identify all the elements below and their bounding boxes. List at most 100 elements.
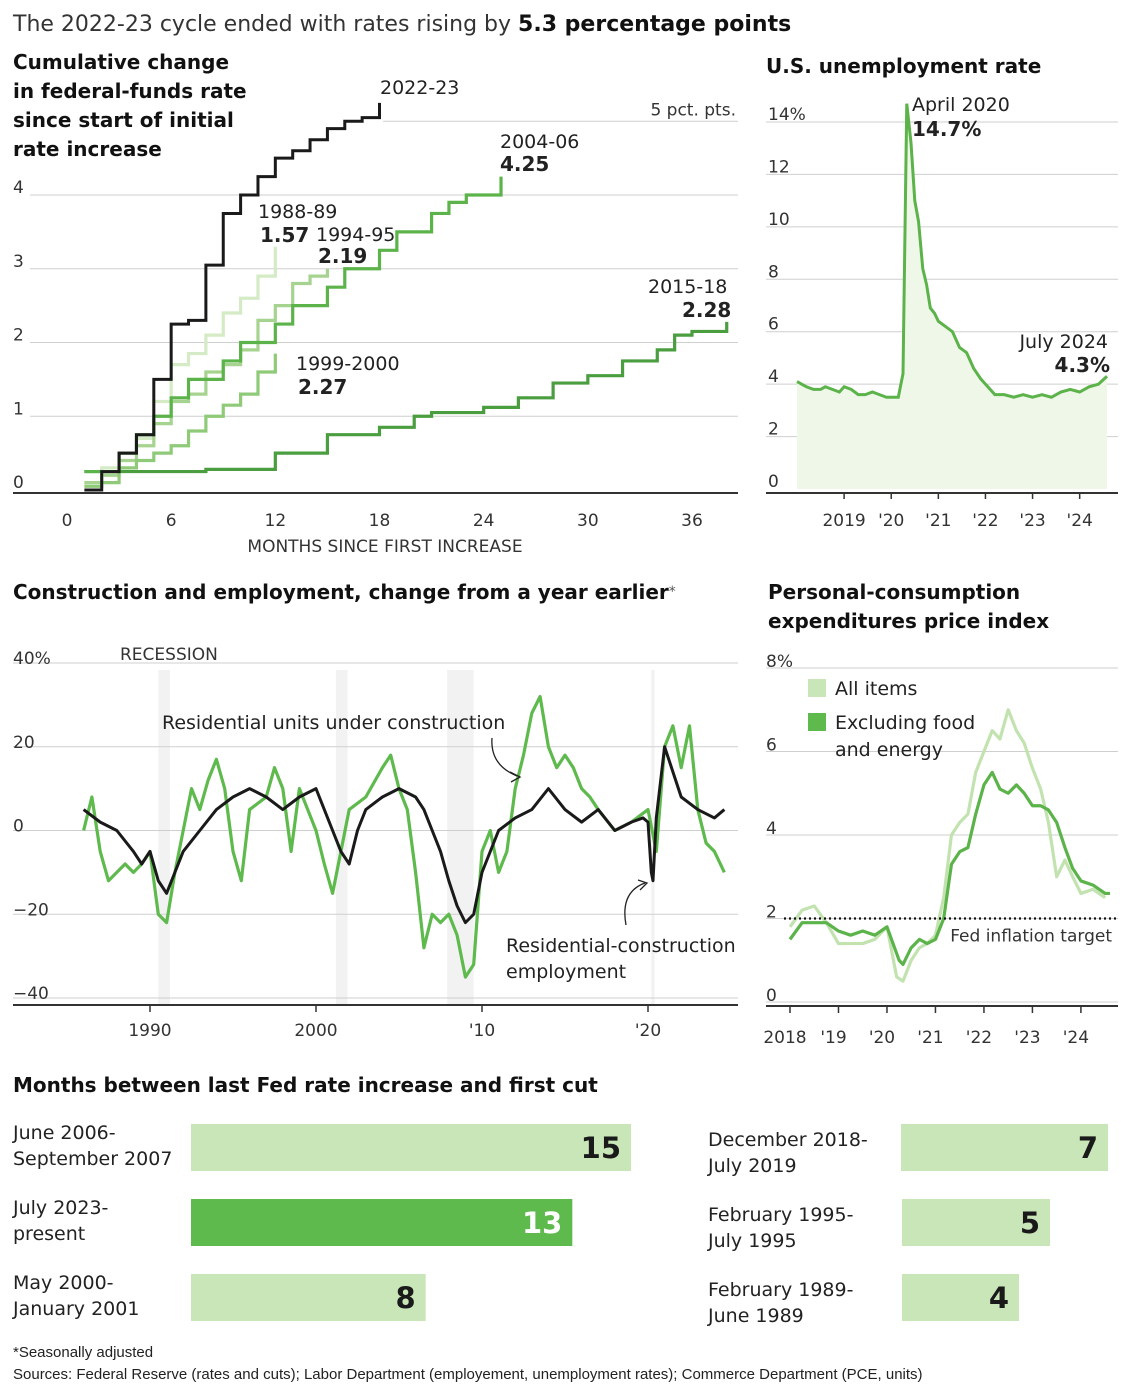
series-label-units: Residential units under construction [162,712,505,734]
bar [901,1124,1108,1171]
legend-label: All items [835,678,917,700]
unemployment-chart: 0 2 4 6 8 10 12 14% 2019 '20 '21 '22 '23 '24 April 202… [766,94,1118,531]
pce-title-line: Personal-consumption [768,580,1021,604]
annotation-value: 4.3% [1055,353,1110,377]
headline-text: The 2022-23 cycle ended with rates risin… [13,12,519,37]
series-label: 2015-18 [648,276,727,298]
annotation-label: April 2020 [912,94,1010,116]
y-tick-label: 6 [768,315,779,335]
x-tick-label: '23 [1019,511,1045,531]
series-label: 2004-06 [500,131,579,153]
legend-swatch-all-items [808,679,826,697]
legend-label: Excluding food [835,712,975,734]
x-tick-label: '23 [1014,1028,1040,1048]
y-tick-label: −40 [13,984,49,1004]
bar-category-label: present [13,1223,85,1245]
fed-funds-title-line: rate increase [13,137,162,161]
x-tick-label: 1990 [128,1021,171,1041]
x-tick-label: 18 [369,511,391,531]
y-tick-label: 0 [768,472,779,492]
y-tick-label: 6 [766,736,777,756]
fed-funds-title-line: in federal-funds rate [13,79,247,103]
bar [902,1274,1019,1321]
y-tick-label: 4 [768,367,779,387]
pce-title: Personal-consumption expenditures price … [768,578,1049,636]
y-tick-label: 8% [766,652,793,672]
y-tick-label: 2 [766,903,777,923]
series-line-core [788,770,1110,967]
target-label: Fed inflation target [950,927,1112,947]
bar-value-label: 7 [1078,1131,1098,1165]
y-tick-label: 2 [768,420,779,440]
series-final-value: 4.25 [500,152,549,176]
y-tick-label: 5 pct. pts. [650,100,736,120]
series-label-employment: Residential-construction [506,935,736,957]
series-line-all-items [788,708,1107,983]
x-tick-label: '21 [917,1028,943,1048]
bar-category-label: July 2019 [707,1155,797,1177]
headline: The 2022-23 cycle ended with rates risin… [13,12,791,37]
series-line-1994-95 [84,268,330,485]
x-tick-label: '22 [966,1028,992,1048]
x-tick-label: '19 [820,1028,846,1048]
legend-swatch-core [808,713,826,731]
bar-category-label: May 2000- [13,1272,114,1294]
y-tick-label: 2 [13,326,24,346]
y-tick-label: 40% [13,649,51,669]
x-tick-label: '24 [1063,1028,1089,1048]
series-final-value: 2.27 [298,375,347,399]
annotation-arrow [491,737,518,777]
bar-category-label: February 1995- [708,1204,853,1226]
y-tick-label: 0 [766,986,777,1006]
x-tick-label: '10 [469,1021,495,1041]
x-tick-label: '21 [925,511,951,531]
series-line-employment [82,745,726,925]
sources: Sources: Federal Reserve (rates and cuts… [13,1366,923,1383]
bar-category-label: June 2006- [12,1122,116,1144]
x-tick-label: '22 [972,511,998,531]
y-tick-label: 12 [768,157,790,177]
x-tick-label: 2000 [294,1021,337,1041]
bar-value-label: 13 [522,1206,562,1240]
x-tick-label: 36 [681,511,703,531]
bar-category-label: June 1989 [707,1305,804,1327]
bar-category-label: February 1989- [708,1279,853,1301]
bar-category-label: July 1995 [707,1230,797,1252]
bar-category-label: July 2023- [12,1197,108,1219]
construction-title-text: Construction and employment, change from… [13,580,669,604]
construction-chart: −40 −20 0 20 40% 1990 2000 '10 '20 RECESSION Resid… [13,645,738,1041]
unemployment-title: U.S. unemployment rate [766,54,1042,78]
x-tick-label: '20 [869,1028,895,1048]
bar [902,1199,1050,1246]
series-final-value: 1.57 [260,223,309,247]
x-tick-label: 2018 [763,1028,806,1048]
x-tick-label: '20 [878,511,904,531]
series-label-employment: employment [506,961,626,983]
series-line-2022-23 [84,102,381,492]
recession-band [335,670,348,1004]
y-tick-label: 14% [768,105,806,125]
fed-funds-title-line: since start of initial [13,108,234,132]
y-tick-label: 1 [13,399,24,419]
construction-title: Construction and employment, change from… [13,578,676,607]
months-bar-chart: June 2006- September 2007 15 July 2023- pres… [12,1122,1108,1327]
y-tick-label: 20 [13,733,35,753]
x-tick-label: 0 [62,511,73,531]
fed-funds-title-line: Cumulative change [13,50,230,74]
bar-value-label: 4 [989,1281,1009,1315]
bar-category-label: December 2018- [708,1129,868,1151]
arrow-head [637,879,649,891]
pce-chart: 0 2 4 6 8% 2018 '19 '20 '21 '22 '23 '24 Fed inflatio… [763,652,1118,1048]
footnote: *Seasonally adjusted [13,1344,154,1361]
bar-category-label: January 2001 [12,1298,139,1320]
annotation-label: July 2024 [1018,331,1108,353]
bar-category-label: September 2007 [13,1148,172,1170]
series-line [796,103,1109,399]
footnote-mark: * [668,584,676,600]
x-tick-label: 30 [577,511,599,531]
recession-label: RECESSION [120,645,218,665]
y-tick-label: 0 [13,817,24,837]
recession-band [158,670,170,1004]
bar-value-label: 8 [395,1281,415,1315]
